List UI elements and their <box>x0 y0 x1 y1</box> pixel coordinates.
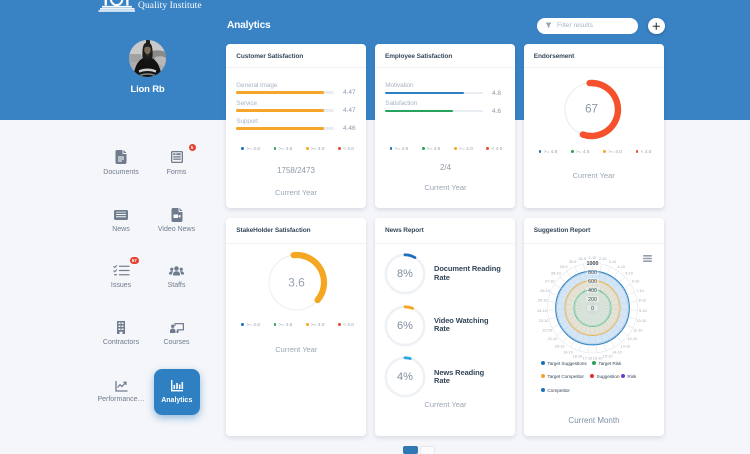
svg-text:4-10: 4-10 <box>617 265 625 269</box>
svg-text:1-10: 1-10 <box>589 256 597 260</box>
svg-text:16-10: 16-10 <box>593 357 603 361</box>
svg-text:5-10: 5-10 <box>625 272 633 276</box>
svg-text:10-10: 10-10 <box>637 319 647 323</box>
svg-text:18-10: 18-10 <box>573 355 583 359</box>
svg-text:11-10: 11-10 <box>633 329 642 333</box>
svg-text:400: 400 <box>588 288 597 294</box>
svg-text:4%: 4% <box>397 371 413 383</box>
svg-text:1000: 1000 <box>587 261 599 267</box>
svg-text:7-10: 7-10 <box>636 289 644 293</box>
svg-text:8-10: 8-10 <box>639 299 647 303</box>
svg-text:200: 200 <box>588 297 597 303</box>
svg-text:6-10: 6-10 <box>632 280 640 284</box>
svg-text:9-10: 9-10 <box>639 309 647 313</box>
svg-text:600: 600 <box>588 279 597 285</box>
svg-text:15-10: 15-10 <box>603 355 613 359</box>
svg-text:67: 67 <box>585 103 598 115</box>
svg-text:24-10: 24-10 <box>537 309 547 313</box>
svg-text:800: 800 <box>588 270 597 276</box>
svg-text:21-10: 21-10 <box>548 337 558 341</box>
svg-text:20-10: 20-10 <box>555 345 565 349</box>
svg-text:26-10: 26-10 <box>540 289 550 293</box>
svg-text:19-10: 19-10 <box>563 351 573 355</box>
svg-text:3.6: 3.6 <box>288 275 305 289</box>
svg-text:23-10: 23-10 <box>539 319 549 323</box>
svg-text:22-10: 22-10 <box>542 329 552 333</box>
svg-text:28-10: 28-10 <box>551 272 561 276</box>
svg-text:27-10: 27-10 <box>545 280 555 284</box>
svg-text:31-9: 31-9 <box>578 257 586 261</box>
svg-text:14-10: 14-10 <box>612 351 622 355</box>
svg-text:12-10: 12-10 <box>628 337 638 341</box>
svg-text:17-10: 17-10 <box>583 357 593 361</box>
svg-text:2-10: 2-10 <box>599 257 607 261</box>
svg-text:30-9: 30-9 <box>569 260 577 264</box>
svg-text:8%: 8% <box>397 268 413 280</box>
svg-text:0: 0 <box>591 306 594 312</box>
svg-text:29-9: 29-9 <box>560 265 568 269</box>
svg-text:6%: 6% <box>397 320 413 332</box>
svg-text:13-10: 13-10 <box>621 345 631 349</box>
svg-text:25-10: 25-10 <box>538 299 548 303</box>
svg-text:3-10: 3-10 <box>609 260 617 264</box>
